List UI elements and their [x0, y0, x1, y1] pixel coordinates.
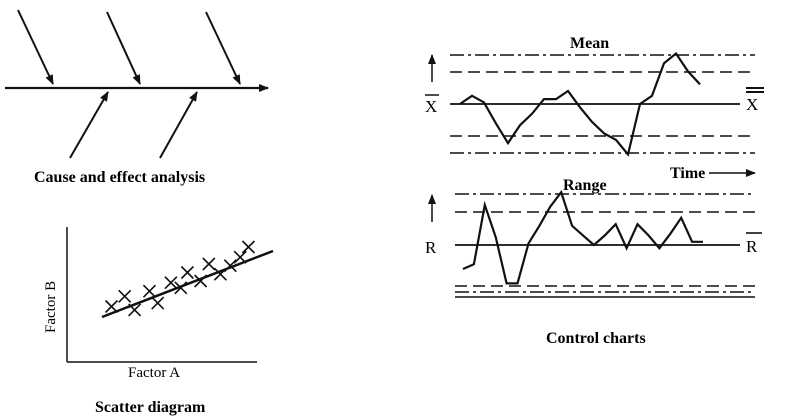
scatter-point [180, 265, 194, 280]
mean-control-chart: Mean X X Time [425, 35, 764, 182]
range-chart-title: Range [563, 177, 607, 194]
range-series-line [462, 189, 703, 285]
fishbone-cause-arrow [106, 11, 141, 85]
scatter-point [151, 296, 165, 310]
fishbone-caption: Cause and effect analysis [34, 169, 205, 186]
time-axis-label: Time [670, 165, 705, 182]
scatter-point [104, 299, 119, 314]
scatter-point [164, 276, 178, 290]
scatter-point [213, 267, 227, 281]
fishbone-cause-arrow [69, 91, 109, 159]
scatter-point [118, 289, 132, 303]
range-control-chart: Range R R [425, 177, 762, 298]
scatter-diagram: Factor A Factor B Scatter diagram [43, 227, 274, 416]
scatter-x-label: Factor A [128, 365, 180, 381]
mean-center-symbol: X [746, 95, 758, 114]
fishbone-cause-arrow [205, 11, 241, 85]
mean-series-line [459, 51, 701, 157]
scatter-caption: Scatter diagram [95, 399, 206, 416]
scatter-point [194, 274, 208, 288]
scatter-point [128, 303, 142, 317]
scatter-y-label: Factor B [43, 281, 59, 333]
scatter-trend-line [101, 249, 274, 319]
scatter-point [223, 259, 237, 273]
control-charts-caption: Control charts [546, 330, 646, 347]
mean-y-symbol: X [425, 97, 437, 116]
range-y-symbol: R [425, 238, 437, 257]
scatter-point [233, 250, 247, 264]
scatter-point [174, 281, 188, 295]
scatter-point [142, 284, 157, 298]
scatter-point [241, 240, 256, 254]
scatter-points [104, 240, 256, 317]
range-center-symbol: R [746, 237, 758, 256]
scatter-point [202, 257, 216, 271]
fishbone-cause-arrow [159, 91, 198, 159]
fishbone-cause-arrow [17, 9, 54, 85]
mean-chart-title: Mean [570, 35, 609, 52]
fishbone-diagram: Cause and effect analysis [5, 9, 269, 186]
